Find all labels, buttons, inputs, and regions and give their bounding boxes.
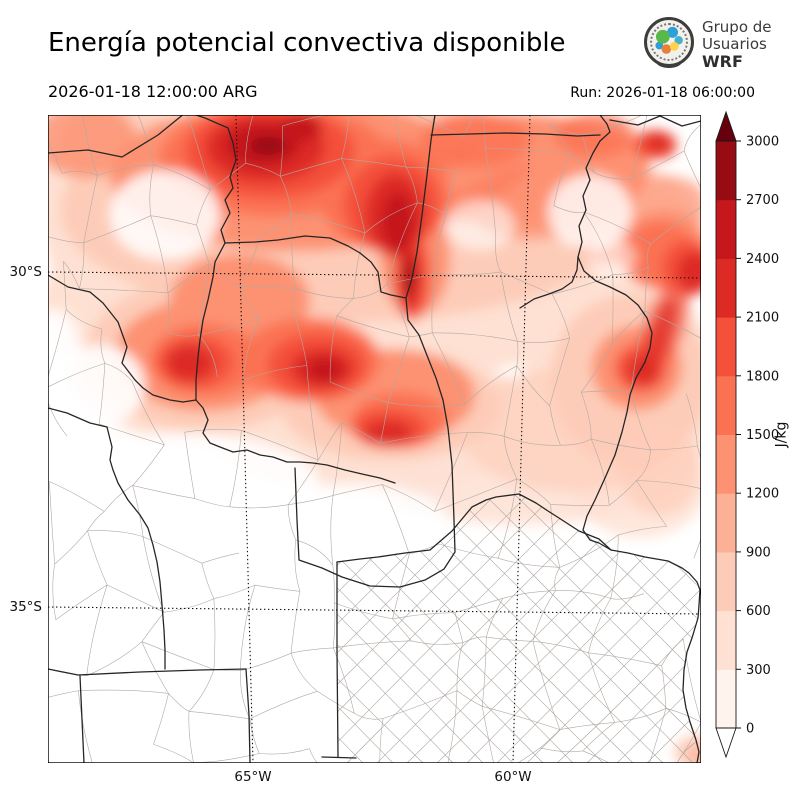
colorbar-tick-label: 3000 (746, 135, 779, 150)
colorbar-tick-label: 2100 (746, 311, 779, 326)
colorbar-tick-label: 900 (746, 545, 771, 560)
colorbar-segment (716, 199, 736, 259)
lat-label-35s: 35°S (9, 599, 43, 615)
colorbar: 0 300 600 900 1200 1500 1800 2100 2400 2700 3000 (706, 105, 800, 777)
graticule-lines (48, 115, 701, 763)
colorbar-svg: 0 300 600 900 1200 1500 1800 2100 2400 2700 3000 (715, 110, 779, 759)
colorbar-segment (716, 434, 736, 494)
department-mesh-path (48, 115, 701, 763)
lon-label-65w: 65°W (234, 769, 272, 785)
valid-time-label: 2026-01-18 12:00:00 ARG (48, 82, 258, 101)
colorbar-tick-label: 1500 (746, 428, 779, 443)
logo-line-1: Grupo de (702, 18, 772, 36)
colorbar-segment (716, 669, 736, 729)
lat-label-30s: 30°S (9, 264, 43, 280)
colorbar-tick-label: 2700 (746, 193, 779, 208)
colorbar-segment (716, 141, 736, 201)
page-title: Energía potencial convectiva disponible (48, 28, 566, 58)
colorbar-segment (716, 610, 736, 670)
colorbar-tick-label: 600 (746, 604, 771, 619)
buenos-aires-partido-boundaries (337, 494, 700, 763)
logo-line-3: WRF (702, 52, 743, 71)
colorbar-segment (716, 258, 736, 318)
colorbar-tick-label: 300 (746, 663, 771, 678)
colorbar-tick-label: 1200 (746, 487, 779, 502)
meridian-60w (512, 115, 531, 763)
run-time-label: Run: 2026-01-18 06:00:00 (570, 85, 755, 101)
colorbar-segment (716, 375, 736, 435)
wrf-users-group-logo: Grupo de Usuarios WRF (644, 16, 800, 74)
colorbar-segment (716, 317, 736, 377)
parallel-35s (48, 606, 701, 615)
partido-mesh-path (337, 494, 700, 763)
logo-line-2: Usuarios (702, 35, 767, 53)
colorbar-tick-label: 2400 (746, 252, 779, 267)
meridian-65w (235, 115, 254, 763)
cape-map (47, 114, 702, 764)
lon-label-60w: 60°W (494, 769, 532, 785)
colorbar-segment (716, 493, 736, 553)
colorbar-tick-label: 0 (746, 722, 754, 737)
colorbar-under-arrow (715, 727, 737, 759)
globe-emblem-icon (644, 17, 694, 68)
colorbar-segment (716, 551, 736, 612)
colorbar-over-arrow (715, 110, 737, 142)
colorbar-unit-label: J/kg (773, 421, 790, 448)
colorbar-tick-label: 1800 (746, 369, 779, 384)
province-boundaries (48, 115, 701, 763)
map-panel (47, 114, 702, 764)
department-boundaries (48, 115, 701, 763)
cape-field (48, 115, 701, 763)
logo-text: Grupo de Usuarios WRF (702, 18, 772, 71)
parallel-30s (48, 271, 701, 279)
